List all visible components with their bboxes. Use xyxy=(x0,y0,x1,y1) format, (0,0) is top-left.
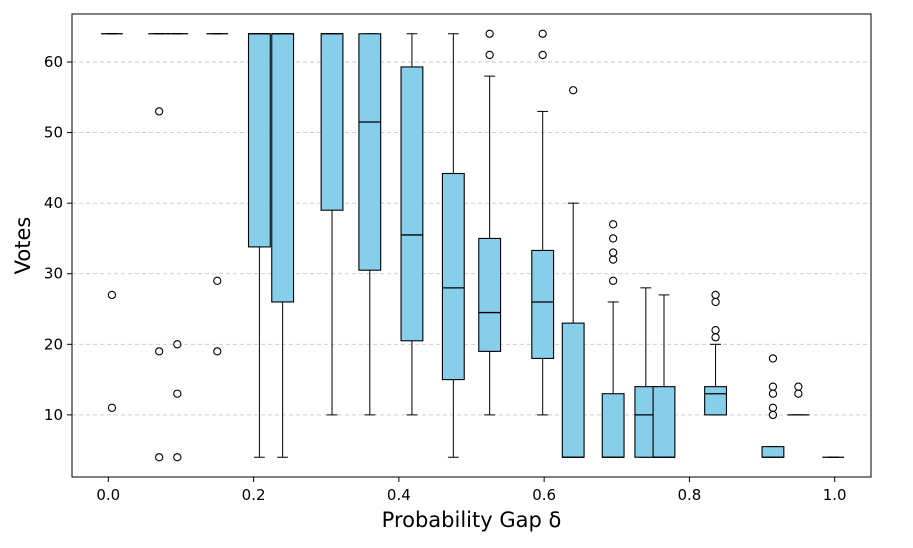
box-layer xyxy=(101,29,845,462)
x-tick-label: 1.0 xyxy=(823,486,847,504)
outlier-point xyxy=(711,333,720,342)
outlier-point xyxy=(213,276,222,285)
x-tick-label: 0.0 xyxy=(96,486,120,504)
outlier-point xyxy=(155,107,164,116)
outlier-point xyxy=(794,389,803,398)
y-axis-label: Votes xyxy=(11,217,35,275)
x-tick-label: 0.2 xyxy=(242,486,266,504)
outlier-point xyxy=(569,86,578,95)
y-tick-label: 20 xyxy=(44,335,63,353)
box-iqr xyxy=(271,33,295,303)
outlier-point xyxy=(768,354,778,363)
outlier-point xyxy=(173,389,182,398)
y-tick-label: 10 xyxy=(44,406,63,424)
outlier-point xyxy=(173,340,182,349)
outlier-point xyxy=(107,290,117,300)
box-iqr xyxy=(320,33,344,211)
x-tick-label: 0.4 xyxy=(387,486,411,504)
outlier-point xyxy=(608,255,618,264)
tick-layer: 10 20 30 40 50 60 0.0 0.2 0.4 0.6 0.8 1.0 xyxy=(44,53,847,504)
box-iqr xyxy=(478,237,502,352)
outlier-point xyxy=(608,276,618,285)
box-iqr xyxy=(761,446,785,458)
box-iqr xyxy=(704,386,728,416)
box-iqr xyxy=(601,393,625,458)
outlier-point xyxy=(155,453,164,462)
outlier-point xyxy=(538,29,547,38)
x-tick-label: 0.6 xyxy=(532,486,556,504)
outlier-point xyxy=(173,453,182,462)
outlier-point xyxy=(608,220,618,229)
outlier-point xyxy=(155,347,164,356)
box-iqr xyxy=(531,249,555,359)
y-tick-label: 60 xyxy=(44,53,63,71)
outlier-point xyxy=(608,234,618,243)
y-tick-label: 30 xyxy=(44,265,63,283)
outlier-point xyxy=(485,50,494,60)
y-tick-label: 50 xyxy=(44,124,63,142)
box-iqr xyxy=(400,66,424,342)
x-axis-label: Probability Gap δ xyxy=(382,508,562,532)
outlier-point xyxy=(538,50,547,60)
y-tick-label: 40 xyxy=(44,194,63,212)
outlier-point xyxy=(768,389,778,398)
box-iqr xyxy=(441,172,465,381)
box-iqr xyxy=(358,33,382,271)
outlier-point xyxy=(485,29,494,38)
outlier-point xyxy=(213,347,222,356)
outlier-point xyxy=(107,403,117,412)
box-iqr xyxy=(652,386,676,458)
box-iqr xyxy=(561,322,585,458)
box-iqr xyxy=(247,33,271,248)
outlier-point xyxy=(768,410,778,420)
x-tick-label: 0.8 xyxy=(677,486,701,504)
plot-frame xyxy=(71,13,872,478)
grid-layer xyxy=(72,61,871,416)
outlier-point xyxy=(711,297,720,307)
